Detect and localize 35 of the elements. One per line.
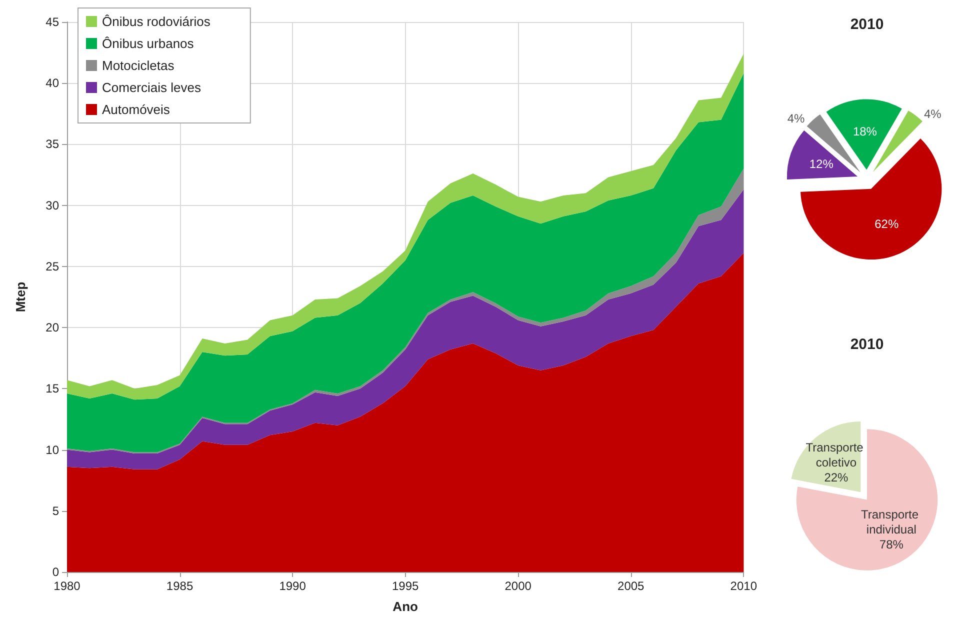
x-tick-label: 2000 [504,579,532,593]
data-label: 22% [824,470,849,485]
legend-label: Comerciais leves [102,80,202,95]
slice-label: Transporte individual [860,507,922,536]
slice-label: Transporte coletivo [806,440,867,470]
y-tick-label: 0 [52,565,60,579]
x-tick-label: 2010 [730,579,758,593]
y-axis-title: Mtep [13,282,28,312]
legend-label: Ônibus rodoviários [102,14,211,29]
y-tick-label: 20 [46,320,60,335]
y-tick-label: 40 [46,76,60,90]
y-tick-label: 15 [46,382,60,396]
chart-title: 2010 [850,336,884,353]
chart-title: 2010 [850,16,884,33]
x-tick-label: 1990 [279,579,306,593]
x-tick-label: 1980 [54,579,81,593]
data-label: 78% [879,537,904,552]
y-tick-label: 35 [46,137,60,152]
data-label: 62% [874,216,899,231]
x-tick-label: 1995 [392,579,419,593]
y-tick-label: 45 [46,15,60,29]
legend-label: Motocicletas [102,58,175,73]
data-label: 12% [809,156,834,171]
data-label: 4% [924,106,942,121]
x-axis-title: Ano [392,599,418,614]
legend-label: Ônibus urbanos [102,36,194,51]
data-label: 18% [852,124,878,139]
data-label: 4% [787,111,806,126]
y-tick-label: 25 [46,259,60,274]
y-tick-label: 5 [52,504,60,518]
y-tick-label: 30 [46,198,60,212]
legend-label: Automóveis [102,102,170,117]
x-tick-label: 2005 [618,579,645,593]
x-tick-label: 1985 [166,579,194,593]
y-tick-label: 10 [46,442,60,457]
